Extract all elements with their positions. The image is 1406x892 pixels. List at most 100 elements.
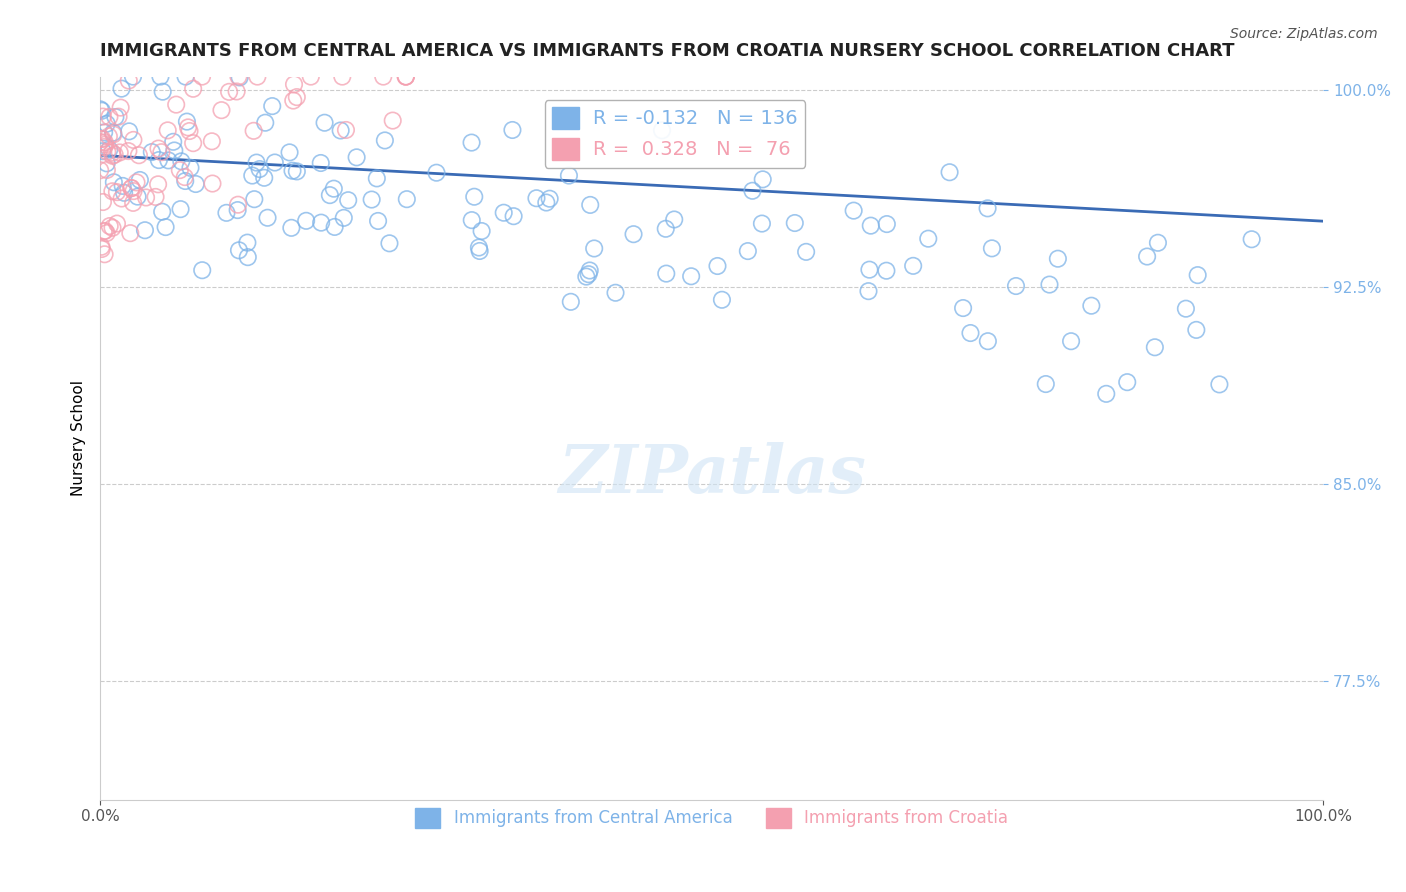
Point xyxy=(145,190,167,204)
Point xyxy=(314,116,336,130)
Point xyxy=(977,334,1000,349)
Point xyxy=(110,192,132,206)
Point xyxy=(501,123,523,137)
Point xyxy=(1080,299,1102,313)
Point xyxy=(329,123,352,137)
Point xyxy=(952,301,974,315)
Point xyxy=(1060,334,1083,349)
Point xyxy=(146,178,169,192)
Point xyxy=(94,224,117,238)
Point xyxy=(97,129,120,144)
Point xyxy=(93,125,115,139)
Point xyxy=(980,241,1002,255)
Point xyxy=(149,70,172,84)
Point xyxy=(236,235,259,250)
Point xyxy=(346,150,368,164)
Point xyxy=(1208,377,1230,392)
Point xyxy=(96,145,118,159)
Point xyxy=(330,70,353,84)
Point xyxy=(245,155,267,169)
Text: ZIPatlas: ZIPatlas xyxy=(558,442,866,507)
Point xyxy=(191,70,214,84)
Point xyxy=(150,204,173,219)
Point xyxy=(98,110,121,124)
Point xyxy=(225,85,247,99)
Point xyxy=(112,186,135,200)
Point xyxy=(583,242,606,256)
Point xyxy=(215,206,238,220)
Point xyxy=(959,326,981,340)
Point xyxy=(655,267,678,281)
Point xyxy=(89,135,111,149)
Point xyxy=(1005,279,1028,293)
Point xyxy=(184,177,207,191)
Point xyxy=(578,267,600,281)
Point xyxy=(319,188,342,202)
Text: Source: ZipAtlas.com: Source: ZipAtlas.com xyxy=(1230,27,1378,41)
Point xyxy=(323,219,346,234)
Point xyxy=(94,137,117,152)
Point xyxy=(201,177,224,191)
Point xyxy=(283,78,305,92)
Point xyxy=(173,170,195,185)
Point xyxy=(360,193,382,207)
Point xyxy=(842,203,865,218)
Point xyxy=(1174,301,1197,316)
Point xyxy=(91,194,114,209)
Legend: Immigrants from Central America, Immigrants from Croatia: Immigrants from Central America, Immigra… xyxy=(409,801,1015,835)
Point xyxy=(141,145,163,159)
Point xyxy=(111,178,134,193)
Point xyxy=(181,136,204,150)
Point xyxy=(394,70,416,84)
Point xyxy=(337,193,360,207)
Point xyxy=(558,169,581,183)
Point xyxy=(174,70,197,84)
Point xyxy=(93,224,115,238)
Text: IMMIGRANTS FROM CENTRAL AMERICA VS IMMIGRANTS FROM CROATIA NURSERY SCHOOL CORREL: IMMIGRANTS FROM CENTRAL AMERICA VS IMMIG… xyxy=(100,42,1234,60)
Point xyxy=(134,223,156,237)
Point xyxy=(859,219,882,233)
Point xyxy=(127,189,149,203)
Point xyxy=(226,203,249,218)
Point xyxy=(299,70,322,84)
Point xyxy=(605,285,627,300)
Point xyxy=(1136,250,1159,264)
Point xyxy=(579,198,602,212)
Point xyxy=(751,172,773,186)
Point xyxy=(309,156,332,170)
Point xyxy=(110,81,132,95)
Point xyxy=(1116,375,1139,389)
Point xyxy=(169,163,191,178)
Point xyxy=(471,224,494,238)
Point xyxy=(169,202,191,216)
Point xyxy=(128,173,150,187)
Point xyxy=(395,70,418,84)
Point xyxy=(280,220,302,235)
Point xyxy=(91,145,114,159)
Y-axis label: Nursery School: Nursery School xyxy=(72,380,86,496)
Point xyxy=(623,227,645,242)
Point xyxy=(98,143,121,157)
Point xyxy=(120,181,142,195)
Point xyxy=(152,85,174,99)
Point xyxy=(249,162,271,177)
Point xyxy=(174,174,197,188)
Point xyxy=(156,123,179,137)
Point xyxy=(118,124,141,138)
Point xyxy=(176,114,198,128)
Point xyxy=(110,101,132,115)
Point xyxy=(90,132,112,146)
Point xyxy=(118,73,141,87)
Point xyxy=(226,197,249,211)
Point xyxy=(706,259,728,273)
Point xyxy=(278,145,301,160)
Point xyxy=(104,147,127,161)
Point xyxy=(578,263,600,277)
Point xyxy=(101,145,124,160)
Point xyxy=(538,192,561,206)
Point xyxy=(135,190,157,204)
Point xyxy=(395,192,418,206)
Point xyxy=(1240,232,1263,246)
Point xyxy=(170,154,193,169)
Point xyxy=(93,140,115,154)
